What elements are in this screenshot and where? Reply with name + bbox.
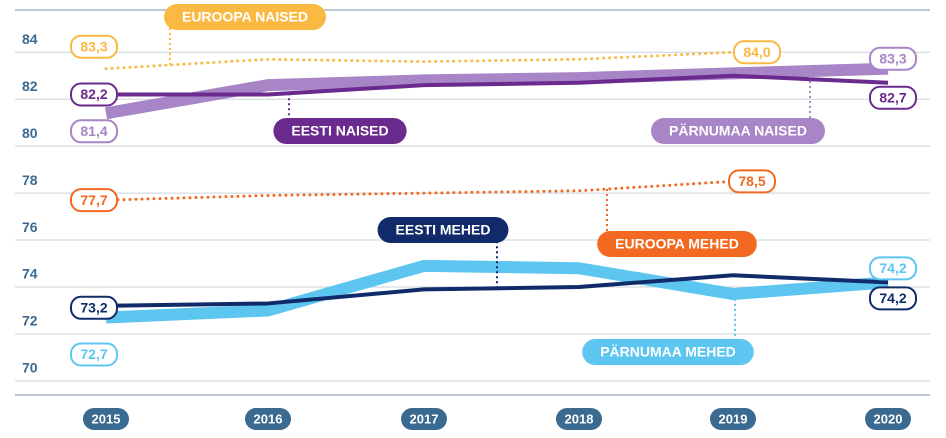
series-name: EESTI MEHED bbox=[396, 222, 491, 238]
year-pill bbox=[710, 408, 756, 430]
value-label-box bbox=[869, 85, 917, 110]
year-pill bbox=[245, 408, 291, 430]
value-label-box bbox=[728, 169, 776, 194]
year-pill bbox=[865, 408, 911, 430]
value-label-box bbox=[869, 286, 917, 311]
y-tick-label: 82 bbox=[22, 78, 38, 94]
value-label: 81,4 bbox=[80, 123, 107, 139]
series-name-box bbox=[651, 118, 825, 144]
value-label: 83,3 bbox=[80, 38, 107, 54]
value-label-box bbox=[70, 188, 118, 213]
year-pill bbox=[556, 408, 602, 430]
value-label-box bbox=[869, 256, 917, 281]
y-tick-label: 80 bbox=[22, 125, 38, 141]
value-label: 73,2 bbox=[80, 299, 107, 315]
y-tick-label: 76 bbox=[22, 219, 38, 235]
x-tick-label: 2020 bbox=[874, 411, 903, 426]
value-label: 74,2 bbox=[879, 260, 906, 276]
value-label-box bbox=[70, 34, 118, 59]
value-label: 72,7 bbox=[80, 346, 107, 362]
series-name: EUROOPA NAISED bbox=[182, 9, 308, 25]
value-label-box bbox=[70, 119, 118, 144]
series-line bbox=[104, 62, 889, 120]
x-tick-label: 2019 bbox=[719, 411, 748, 426]
y-tick-label: 70 bbox=[22, 360, 38, 376]
value-label: 83,3 bbox=[879, 50, 906, 66]
value-label: 82,2 bbox=[80, 86, 107, 102]
series-name: EESTI NAISED bbox=[291, 123, 388, 139]
year-pill bbox=[401, 408, 447, 430]
series-name: PÄRNUMAA NAISED bbox=[669, 123, 807, 139]
y-tick-label: 74 bbox=[22, 266, 38, 282]
value-label: 74,2 bbox=[879, 290, 906, 306]
value-label-box bbox=[70, 295, 118, 320]
value-label-box bbox=[733, 40, 781, 65]
series-name-box bbox=[582, 339, 754, 365]
series-line bbox=[105, 273, 889, 308]
series-name: PÄRNUMAA MEHED bbox=[600, 344, 736, 360]
value-label-box bbox=[70, 342, 118, 367]
x-tick-label: 2017 bbox=[410, 411, 439, 426]
x-tick-label: 2016 bbox=[254, 411, 283, 426]
year-pill bbox=[83, 408, 129, 430]
value-label-box bbox=[869, 46, 917, 71]
value-label: 84,0 bbox=[743, 44, 770, 60]
series-name-box bbox=[377, 217, 509, 243]
series-name-box bbox=[273, 118, 407, 144]
series-name-box bbox=[163, 4, 327, 30]
series-name-box bbox=[597, 231, 757, 257]
series-line bbox=[104, 50, 735, 71]
x-tick-label: 2018 bbox=[565, 411, 594, 426]
y-tick-label: 78 bbox=[22, 172, 38, 188]
value-label: 77,7 bbox=[80, 192, 107, 208]
series-line bbox=[104, 179, 735, 202]
y-tick-label: 84 bbox=[22, 31, 38, 47]
value-label: 78,5 bbox=[738, 173, 765, 189]
series-line bbox=[106, 73, 889, 97]
series-name: EUROOPA MEHED bbox=[615, 236, 739, 252]
value-label: 82,7 bbox=[879, 89, 906, 105]
value-label-box bbox=[70, 82, 118, 107]
series-line bbox=[105, 259, 889, 324]
y-tick-label: 72 bbox=[22, 313, 38, 329]
x-tick-label: 2015 bbox=[92, 411, 121, 426]
